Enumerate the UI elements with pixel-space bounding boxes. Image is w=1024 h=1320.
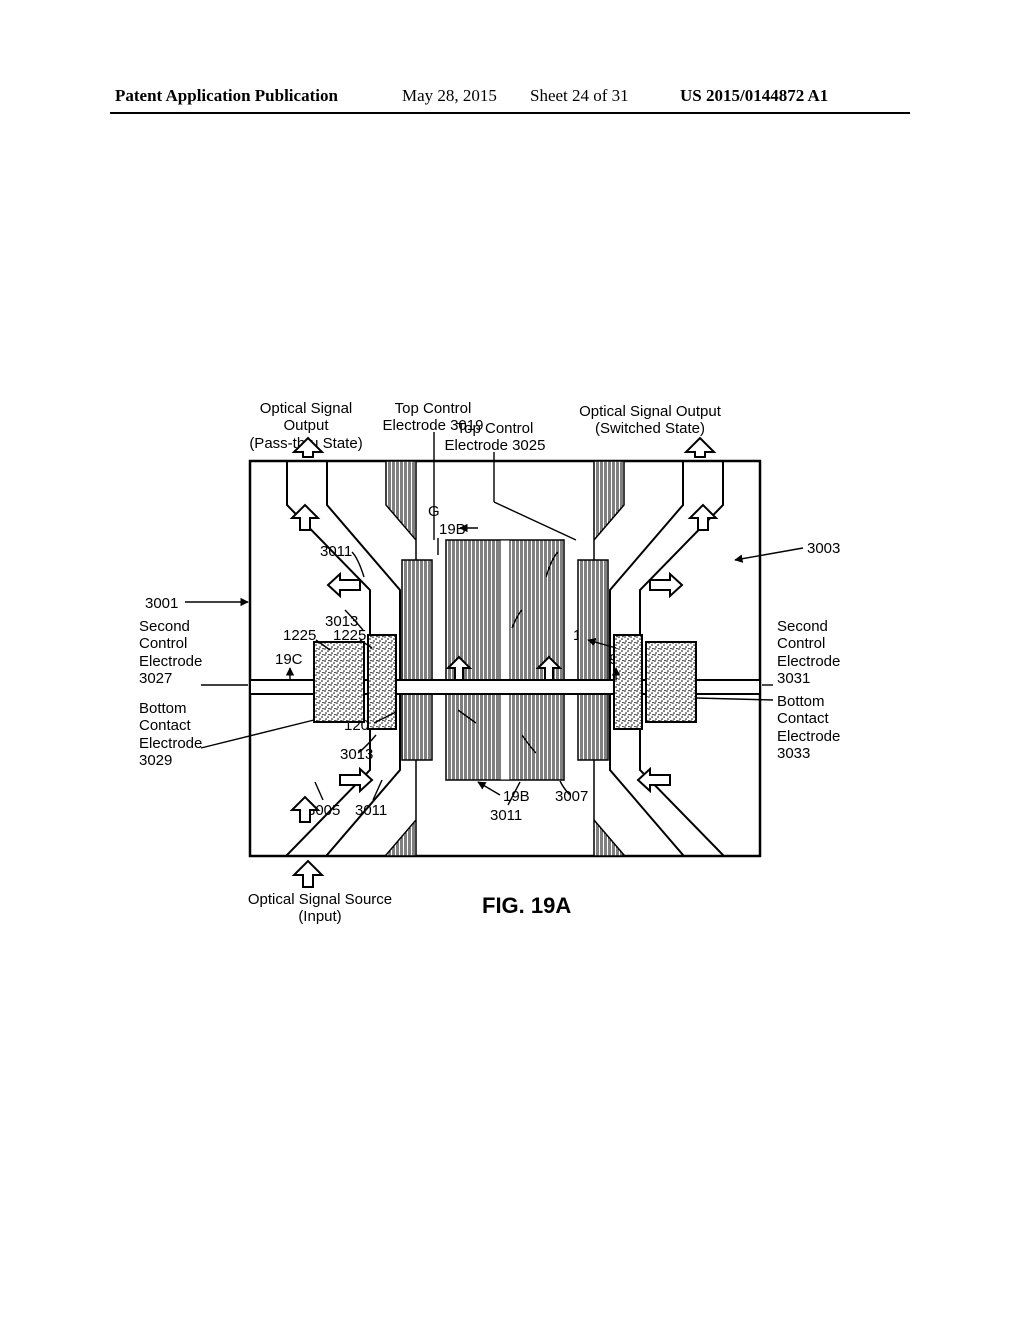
- modulator-right-inner: [614, 635, 642, 729]
- modulator-left-outer: [314, 642, 364, 722]
- modulator-right-outer: [646, 642, 696, 722]
- gap-slot: [500, 540, 510, 780]
- right-center-core: [578, 560, 608, 760]
- page-root: Patent Application Publication May 28, 2…: [0, 0, 1024, 1320]
- modulator-left-inner: [368, 635, 396, 729]
- figure-diagram: [0, 0, 1024, 1320]
- left-center-core: [402, 560, 432, 760]
